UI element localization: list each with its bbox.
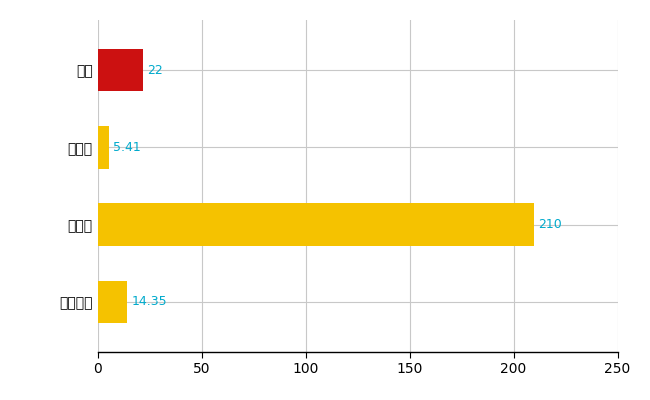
Bar xyxy=(98,203,534,246)
Bar xyxy=(98,49,143,92)
Text: 210: 210 xyxy=(538,218,562,231)
Text: 22: 22 xyxy=(148,64,163,77)
Text: 5.41: 5.41 xyxy=(113,141,140,154)
Bar xyxy=(98,126,109,169)
Text: 14.35: 14.35 xyxy=(131,295,167,308)
Bar xyxy=(98,280,127,323)
